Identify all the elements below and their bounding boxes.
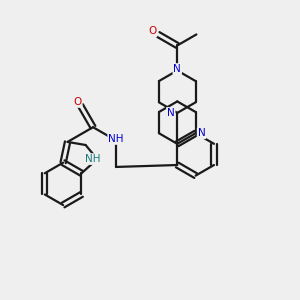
- Text: O: O: [148, 26, 156, 37]
- Text: N: N: [167, 108, 175, 118]
- Text: NH: NH: [85, 154, 100, 164]
- Text: NH: NH: [108, 134, 124, 144]
- Text: N: N: [173, 64, 181, 74]
- Text: N: N: [198, 128, 206, 138]
- Text: O: O: [74, 97, 82, 107]
